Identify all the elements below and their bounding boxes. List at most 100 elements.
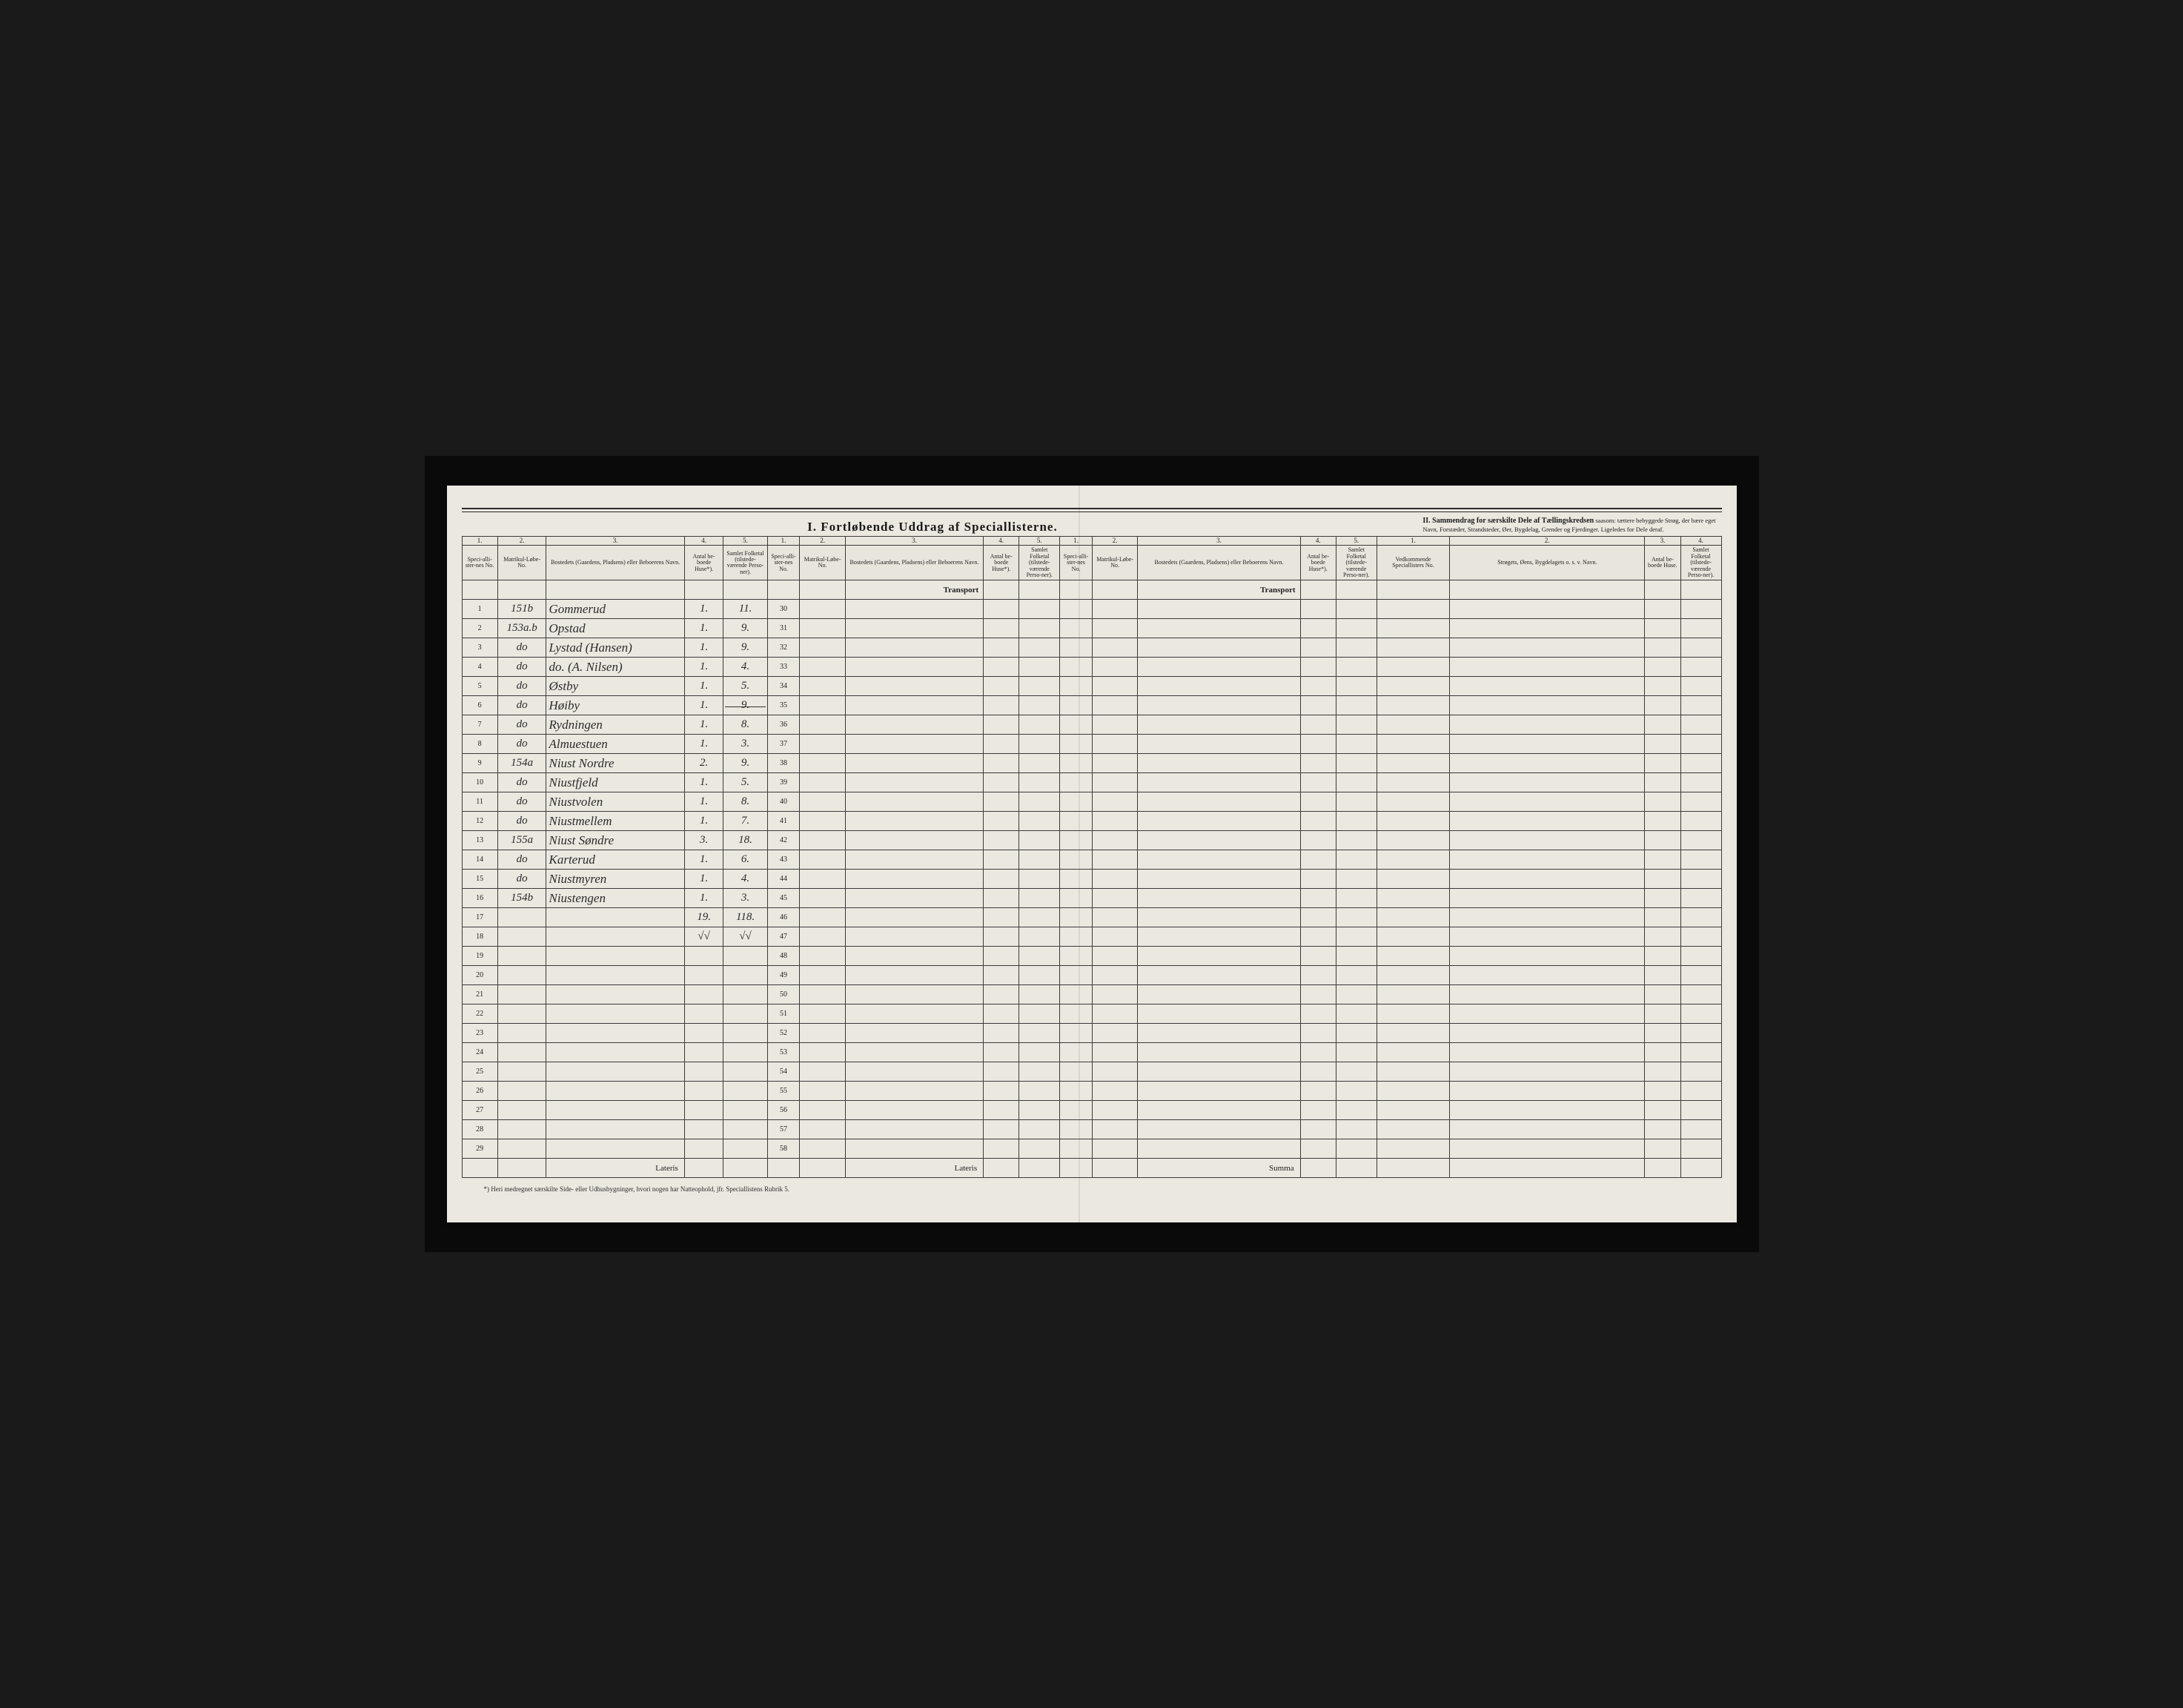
table-row: 11doNiustvolen1.8.40 <box>462 792 1721 812</box>
empty-cell <box>1336 1024 1377 1043</box>
cell-bosted: do. (A. Nilsen) <box>546 658 684 677</box>
scan-frame: I. Fortløbende Uddrag af Speciallisterne… <box>425 456 1759 1253</box>
empty-cell <box>1450 677 1645 696</box>
empty-cell <box>1019 1004 1060 1024</box>
empty-cell <box>1138 985 1300 1004</box>
row-index: 3 <box>462 638 497 658</box>
empty-cell <box>1645 908 1680 927</box>
cell-folketal <box>723 1024 767 1043</box>
col-label: Antal be-boede Huse*). <box>684 546 723 580</box>
empty-cell <box>1019 889 1060 908</box>
col-num: 5. <box>1019 536 1060 545</box>
empty-cell <box>1060 985 1093 1004</box>
empty-cell <box>1377 638 1450 658</box>
empty-cell <box>1019 658 1060 677</box>
empty-cell <box>1060 1024 1093 1043</box>
empty-cell <box>1060 1101 1093 1120</box>
transport-label: Transport <box>1138 580 1300 600</box>
empty-cell <box>1060 889 1093 908</box>
empty-cell <box>845 715 983 735</box>
cell-huse: √√ <box>684 927 723 947</box>
cell-matrikul <box>497 1062 546 1082</box>
empty-cell <box>984 1024 1019 1043</box>
empty-cell <box>1645 889 1680 908</box>
empty-cell <box>1300 715 1336 735</box>
empty-cell <box>1336 792 1377 812</box>
empty-cell <box>984 696 1019 715</box>
empty-cell <box>1019 1024 1060 1043</box>
empty-cell <box>1645 792 1680 812</box>
cell-folketal <box>723 1004 767 1024</box>
empty-cell <box>1450 1082 1645 1101</box>
col-label: Strøgets, Øens, Bygdelagets o. s. v. Nav… <box>1450 546 1645 580</box>
row-index-2: 32 <box>767 638 800 658</box>
cell-bosted <box>546 1101 684 1120</box>
empty-cell <box>1450 831 1645 850</box>
row-index-2: 49 <box>767 966 800 985</box>
empty-cell <box>1138 619 1300 638</box>
row-index: 27 <box>462 1101 497 1120</box>
empty-cell <box>845 638 983 658</box>
empty-cell <box>1092 792 1137 812</box>
empty-cell <box>1300 677 1336 696</box>
empty-cell <box>1019 715 1060 735</box>
empty-cell <box>1138 1120 1300 1139</box>
row-index-2: 38 <box>767 754 800 773</box>
cell-folketal <box>723 985 767 1004</box>
row-index: 20 <box>462 966 497 985</box>
empty-cell <box>800 1004 845 1024</box>
empty-cell <box>1060 1043 1093 1062</box>
empty-cell <box>1680 1101 1721 1120</box>
empty-cell <box>1680 792 1721 812</box>
empty-cell <box>1336 1004 1377 1024</box>
empty-cell <box>1300 870 1336 889</box>
empty-cell <box>1377 908 1450 927</box>
empty-cell <box>800 831 845 850</box>
empty-cell <box>984 985 1019 1004</box>
empty-cell <box>1336 1043 1377 1062</box>
empty-cell <box>800 1120 845 1139</box>
empty-cell <box>1680 638 1721 658</box>
cell-folketal: 4. <box>723 658 767 677</box>
col-num: 4. <box>684 536 723 545</box>
col-num: 4. <box>1680 536 1721 545</box>
empty-cell <box>800 715 845 735</box>
empty-cell <box>1138 1139 1300 1159</box>
empty-cell <box>1138 773 1300 792</box>
lateris-label: Lateris <box>546 1159 684 1178</box>
empty-cell <box>1645 658 1680 677</box>
empty-cell <box>845 1139 983 1159</box>
table-row: 2655 <box>462 1082 1721 1101</box>
cell-huse <box>684 1082 723 1101</box>
cell-matrikul <box>497 1004 546 1024</box>
cell-matrikul: do <box>497 792 546 812</box>
cell-matrikul: 155a <box>497 831 546 850</box>
col-label: Matrikul-Løbe-No. <box>800 546 845 580</box>
empty-cell <box>984 677 1019 696</box>
row-index: 5 <box>462 677 497 696</box>
empty-cell <box>1680 1082 1721 1101</box>
empty-cell <box>1060 715 1093 735</box>
empty-cell <box>1092 735 1137 754</box>
empty-cell <box>1092 1043 1137 1062</box>
empty-cell <box>1019 985 1060 1004</box>
empty-cell <box>845 831 983 850</box>
cell-folketal: 11. <box>723 600 767 619</box>
empty-cell <box>1336 658 1377 677</box>
cell-bosted: Gommerud <box>546 600 684 619</box>
empty-cell <box>800 1062 845 1082</box>
empty-cell <box>1377 985 1450 1004</box>
empty-cell <box>1138 658 1300 677</box>
empty-cell <box>1300 850 1336 870</box>
cell-matrikul <box>497 1082 546 1101</box>
empty-cell <box>1377 947 1450 966</box>
empty-cell <box>1450 927 1645 947</box>
empty-cell <box>1060 831 1093 850</box>
cell-bosted <box>546 1082 684 1101</box>
row-index: 14 <box>462 850 497 870</box>
empty-cell <box>1680 658 1721 677</box>
empty-cell <box>1138 1043 1300 1062</box>
empty-cell <box>1019 754 1060 773</box>
empty-cell <box>1092 754 1137 773</box>
cell-bosted <box>546 1004 684 1024</box>
